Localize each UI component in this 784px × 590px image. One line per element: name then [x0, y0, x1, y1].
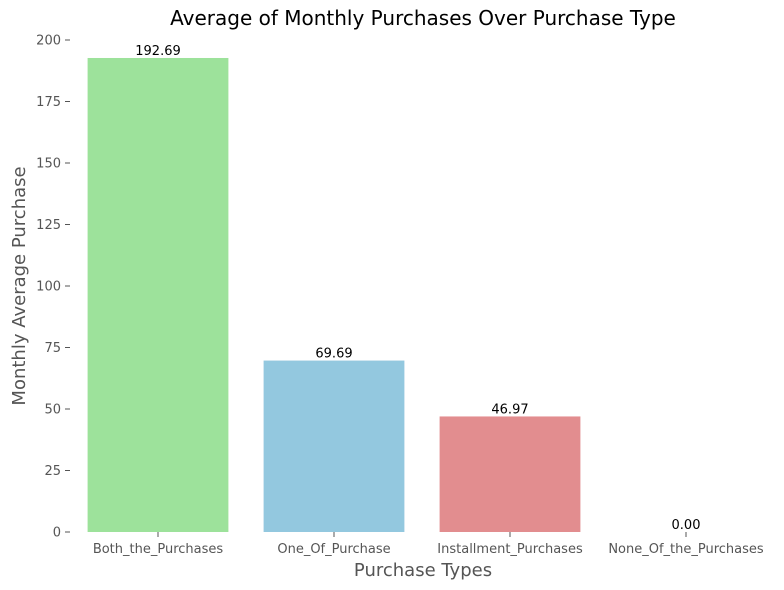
- y-tick-label: 25: [44, 464, 61, 479]
- bar-value-label: 69.69: [315, 347, 352, 362]
- bar: [263, 360, 405, 532]
- bar-value-label: 192.69: [135, 44, 181, 59]
- bars-group: 192.69 69.69 46.97 0.00: [87, 44, 701, 533]
- y-tick-label: 100: [36, 280, 61, 295]
- chart-title: Average of Monthly Purchases Over Purcha…: [170, 6, 676, 30]
- y-tick-label: 200: [36, 34, 61, 49]
- y-tick-label: 75: [44, 341, 61, 356]
- bar-value-label: 0.00: [672, 518, 701, 533]
- x-tick-label: None_Of_the_Purchases: [608, 542, 764, 557]
- y-tick-label: 0: [53, 526, 61, 541]
- x-tick-label: Both_the_Purchases: [93, 542, 224, 557]
- bar: [439, 416, 581, 532]
- y-tick-label: 125: [36, 218, 61, 233]
- y-axis: 0 25 50 75 100 125 150 175 200: [36, 34, 70, 541]
- bar-value-label: 46.97: [491, 402, 528, 417]
- x-axis-label: Purchase Types: [354, 560, 492, 581]
- bar: [87, 57, 229, 532]
- y-axis-label: Monthly Average Purchase: [9, 166, 30, 405]
- y-tick-label: 50: [44, 403, 61, 418]
- y-tick-label: 175: [36, 95, 61, 110]
- x-tick-label: Installment_Purchases: [437, 542, 583, 557]
- y-tick-label: 150: [36, 157, 61, 172]
- x-tick-label: One_Of_Purchase: [277, 542, 390, 557]
- x-axis: Both_the_Purchases One_Of_Purchase Install…: [93, 532, 764, 557]
